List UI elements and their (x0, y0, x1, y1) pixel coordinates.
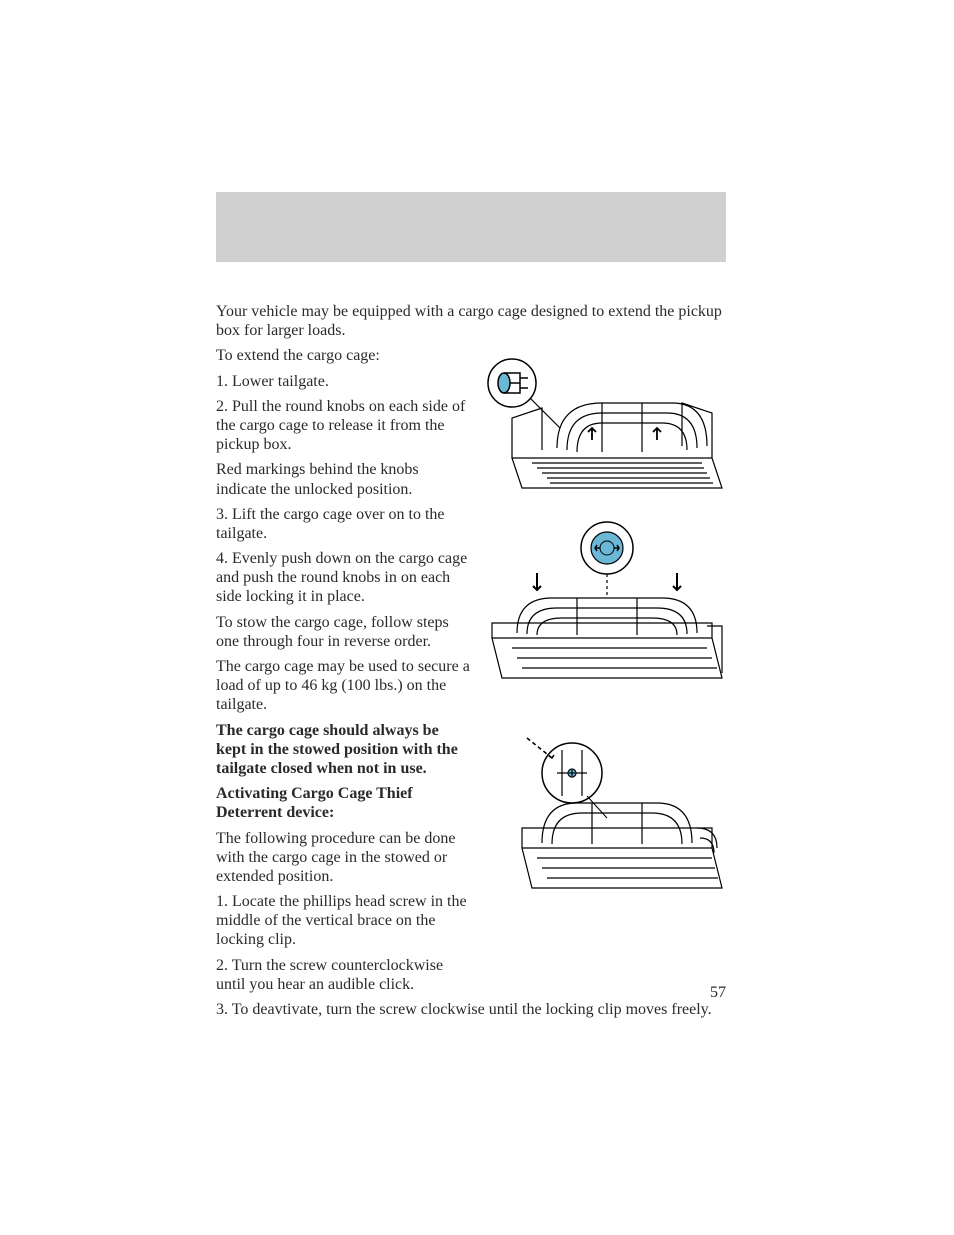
page-number: 57 (710, 984, 726, 1002)
step-2: 2. Pull the round knobs on each side of … (216, 397, 471, 455)
figure-thief-deterrent (482, 718, 726, 898)
act-step-3: 3. To deavtivate, turn the screw clockwi… (216, 1000, 726, 1019)
load-note: The cargo cage may be used to secure a l… (216, 657, 471, 715)
activating-heading: Activating Cargo Cage Thief Deterrent de… (216, 784, 471, 822)
manual-page: Your vehicle may be equipped with a carg… (0, 0, 954, 1235)
figure-cargo-cage-release (482, 358, 726, 502)
step-4: 4. Evenly push down on the cargo cage an… (216, 549, 471, 607)
act-step-2: 2. Turn the screw counterclockwise until… (216, 956, 471, 994)
warning-text: The cargo cage should always be kept in … (216, 721, 471, 779)
section-header-bar (216, 192, 726, 262)
activating-intro: The following procedure can be done with… (216, 829, 471, 887)
figure-cargo-cage-lock (482, 518, 726, 688)
intro-paragraph: Your vehicle may be equipped with a carg… (216, 302, 726, 340)
act-step-1: 1. Locate the phillips head screw in the… (216, 892, 471, 950)
stow-note: To stow the cargo cage, follow steps one… (216, 613, 471, 651)
step-3: 3. Lift the cargo cage over on to the ta… (216, 505, 471, 543)
step-2-note: Red markings behind the knobs indicate t… (216, 460, 471, 498)
step-1: 1. Lower tailgate. (216, 372, 471, 391)
